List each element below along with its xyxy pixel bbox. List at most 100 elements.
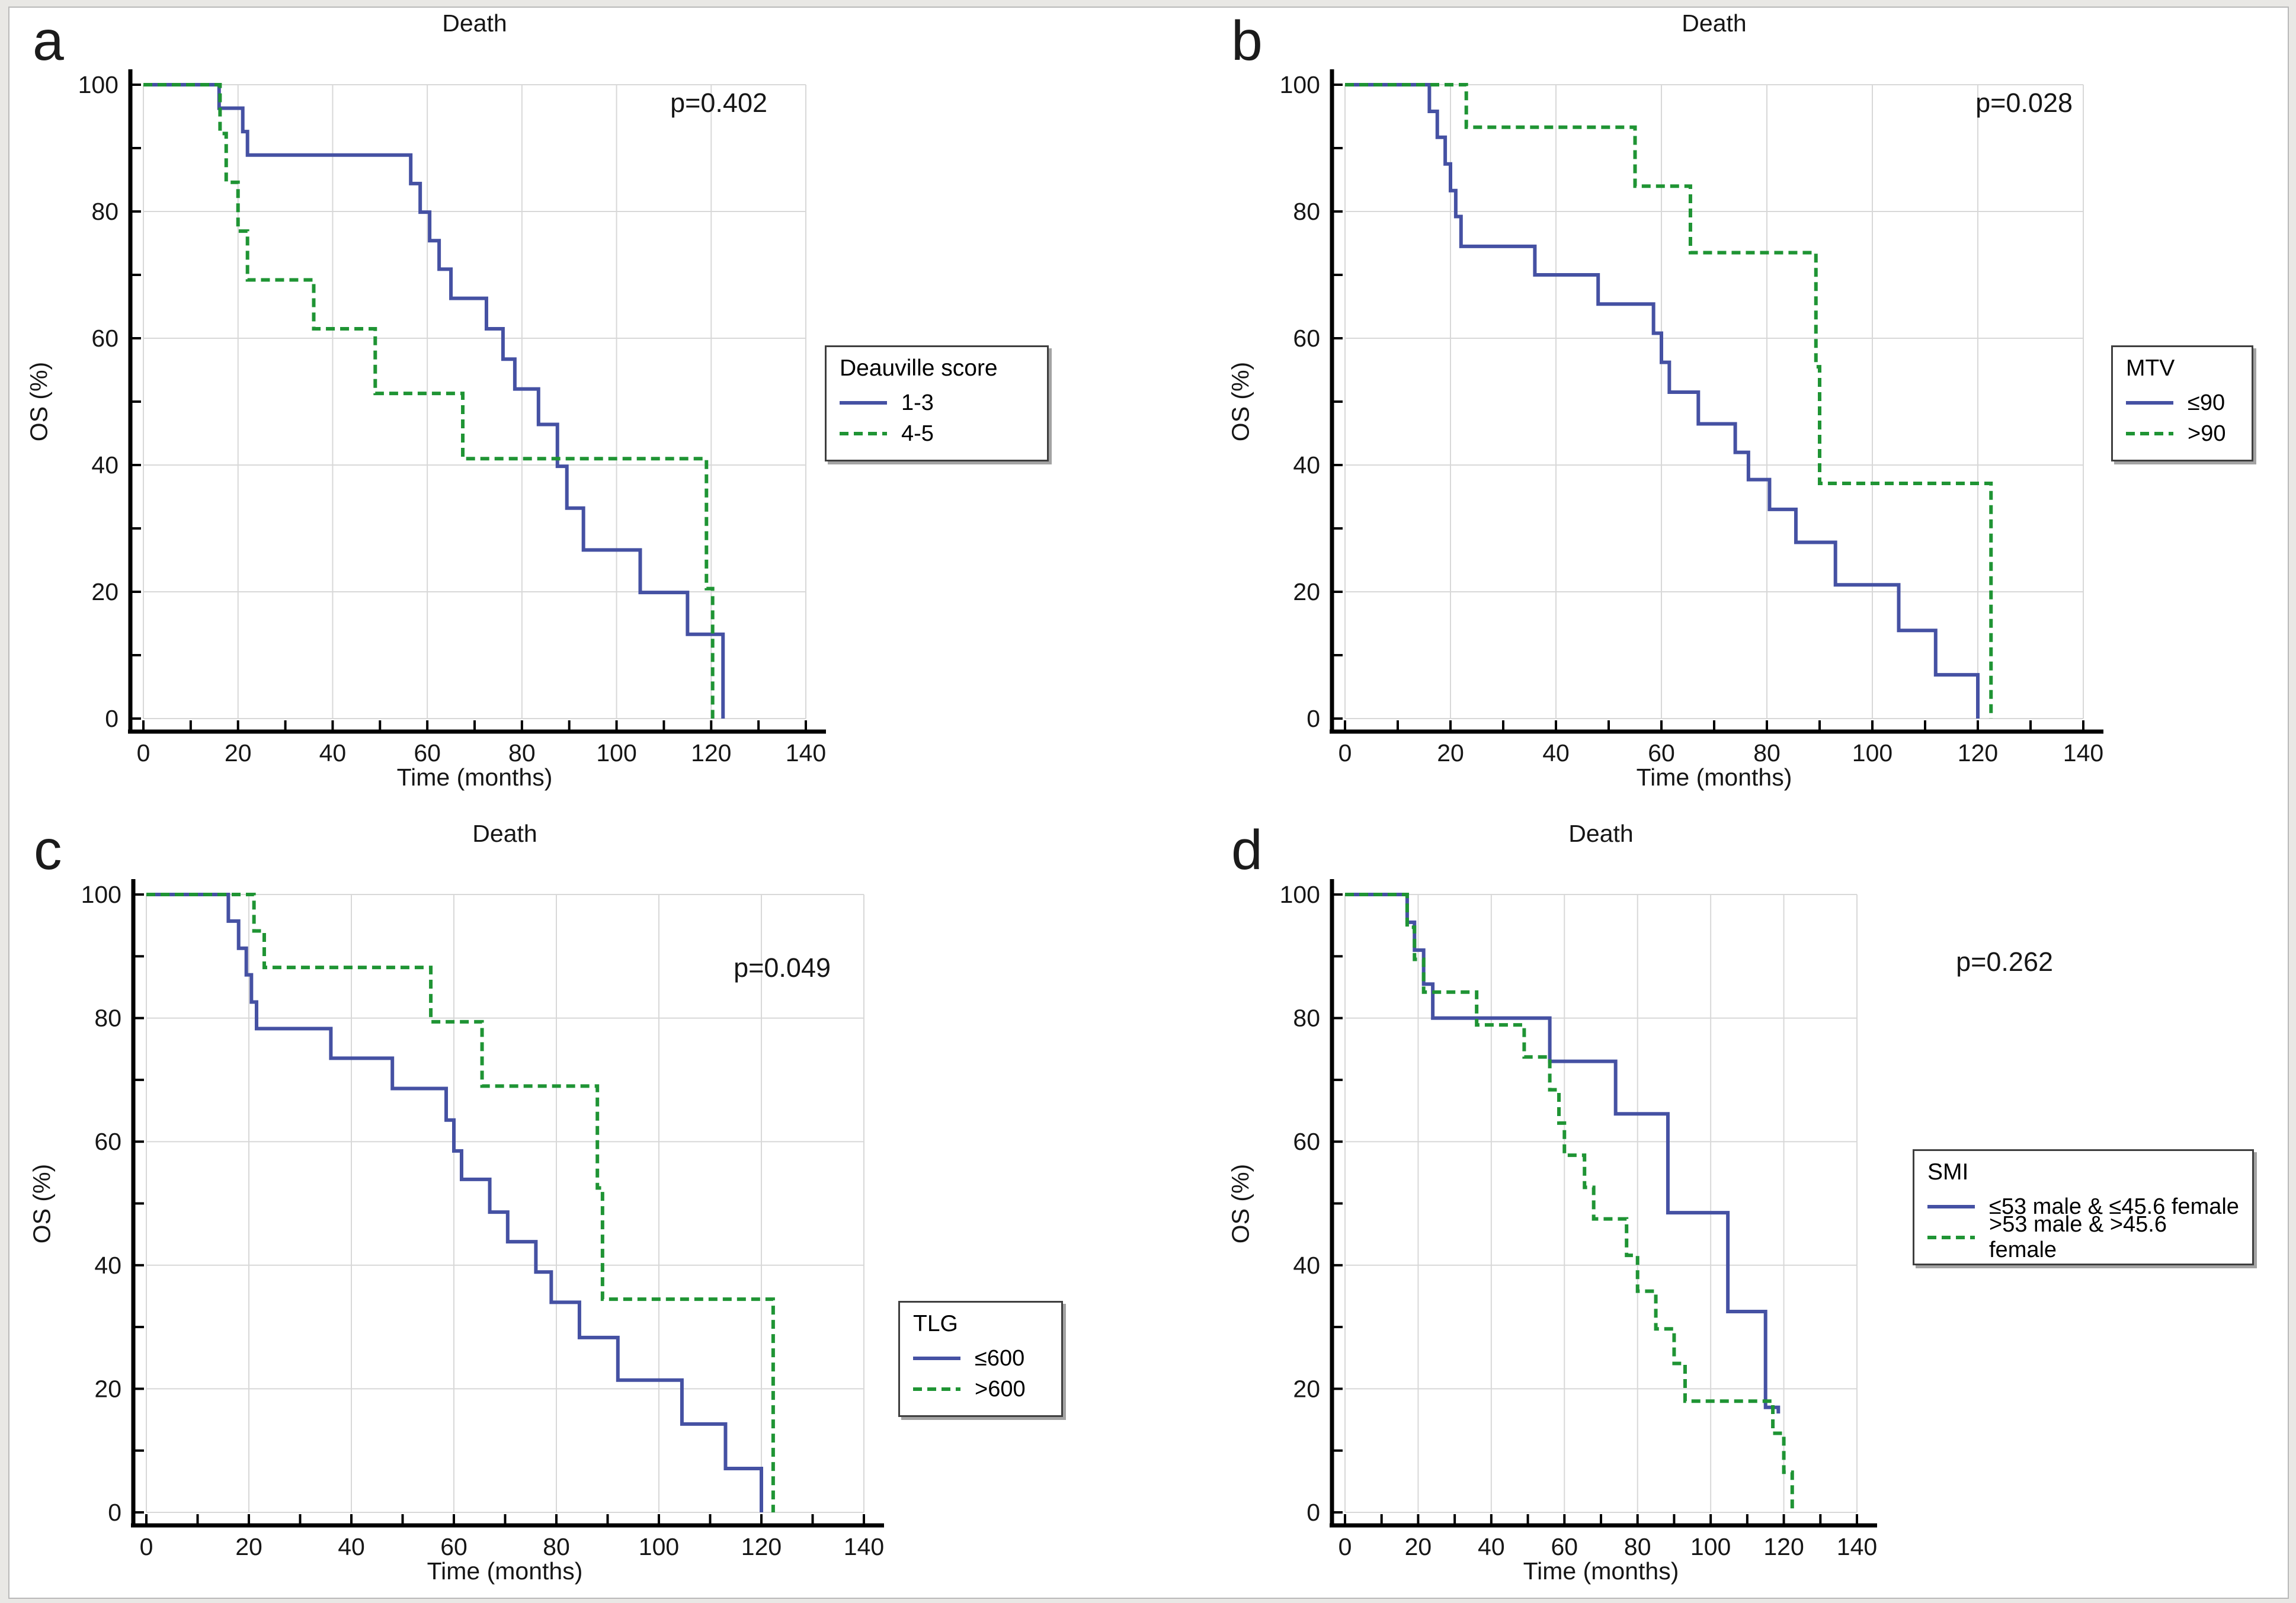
y-tick-label: 20 xyxy=(1293,578,1320,605)
panel-a-x-axis-label: Time (months) xyxy=(396,764,553,791)
x-tick-label: 60 xyxy=(1551,1533,1578,1560)
legend-title: SMI xyxy=(1927,1159,1969,1185)
dashed-line-sample-icon xyxy=(840,432,887,435)
x-tick-label: 80 xyxy=(1624,1533,1651,1560)
x-tick-label: 140 xyxy=(1837,1533,1877,1560)
x-tick-label: 120 xyxy=(1958,739,1998,767)
panel-a-legend: Deauville score 1-3 4-5 xyxy=(825,345,1049,461)
legend-item: ≤90 xyxy=(2126,387,2239,418)
y-tick-label: 80 xyxy=(1293,1005,1320,1032)
panel-b-legend: MTV ≤90 >90 xyxy=(2111,345,2253,461)
panel-c-title: Death xyxy=(472,820,537,847)
y-tick-label: 60 xyxy=(91,325,119,352)
legend-item: >53 male & >45.6 female xyxy=(1927,1212,2239,1262)
panel-b-plot: 0 20 40 60 80 100 120 140 0 20 40 60 80 100 xyxy=(1280,69,2103,767)
legend-item-label: >90 xyxy=(2188,421,2226,446)
panel-d-p-value: p=0.262 xyxy=(1956,947,2053,977)
legend-item: 4-5 xyxy=(840,418,1034,449)
y-tick-label: 60 xyxy=(1293,325,1320,352)
x-tick-label: 140 xyxy=(844,1533,884,1560)
panel-c-legend: TLG ≤600 >600 xyxy=(898,1301,1063,1417)
figure-canvas xyxy=(8,7,2289,1599)
axes xyxy=(131,879,884,1528)
x-tick-label: 40 xyxy=(338,1533,365,1560)
survival-curves xyxy=(1345,893,1794,1512)
axes xyxy=(1330,69,2103,734)
y-tick-label: 60 xyxy=(1293,1128,1320,1155)
x-tick-label: 100 xyxy=(596,739,636,767)
survival-curves xyxy=(1345,83,1993,719)
legend-item-label: ≤90 xyxy=(2188,390,2225,415)
y-tick-label: 0 xyxy=(108,1499,121,1526)
y-tick-label: 100 xyxy=(1280,881,1320,908)
legend-item-label: ≤53 male & ≤45.6 female xyxy=(1989,1194,2239,1219)
x-tick-label: 140 xyxy=(2063,739,2103,767)
x-tick-label: 40 xyxy=(1542,739,1570,767)
tick-labels: 0 20 40 60 80 100 120 140 0 20 40 60 80 100 xyxy=(78,71,827,767)
x-tick-label: 40 xyxy=(319,739,347,767)
y-tick-label: 80 xyxy=(91,198,119,225)
dashed-line-sample-icon xyxy=(2126,432,2173,435)
panel-b-p-value: p=0.028 xyxy=(1975,88,2073,118)
x-tick-label: 60 xyxy=(440,1533,467,1560)
solid-line-sample-icon xyxy=(840,401,887,405)
legend-item: >90 xyxy=(2126,418,2239,449)
y-tick-label: 100 xyxy=(1280,71,1320,98)
legend-title: TLG xyxy=(913,1311,958,1336)
panel-c-p-value: p=0.049 xyxy=(734,953,831,983)
x-tick-label: 20 xyxy=(1405,1533,1432,1560)
y-tick-label: 20 xyxy=(94,1375,121,1402)
curve-4-5 xyxy=(143,83,715,719)
x-tick-label: 100 xyxy=(639,1533,679,1560)
x-tick-label: 20 xyxy=(225,739,252,767)
panel-d-legend: SMI ≤53 male & ≤45.6 female >53 male & >… xyxy=(1913,1149,2254,1265)
panel-c-x-axis-label: Time (months) xyxy=(427,1557,583,1585)
y-tick-label: 100 xyxy=(81,881,121,908)
panel-c-y-axis-label: OS (%) xyxy=(28,1163,56,1243)
panel-d-title: Death xyxy=(1568,820,1634,847)
solid-line-sample-icon xyxy=(2126,401,2173,405)
y-tick-label: 40 xyxy=(1293,1252,1320,1279)
legend-item: ≤600 xyxy=(913,1343,1048,1374)
dashed-line-sample-icon xyxy=(1927,1236,1975,1239)
gridlines xyxy=(1344,84,2084,719)
panel-b-letter: b xyxy=(1231,9,1263,72)
panel-a-letter: a xyxy=(33,9,64,72)
legend-item-label: 1-3 xyxy=(901,390,934,415)
survival-curves xyxy=(143,83,725,719)
x-tick-label: 60 xyxy=(414,739,441,767)
gridlines xyxy=(1344,894,1858,1513)
legend-item-label: ≤600 xyxy=(975,1345,1025,1371)
curve->90 xyxy=(1345,83,1993,719)
x-tick-label: 80 xyxy=(508,739,536,767)
legend-item-label: >600 xyxy=(975,1376,1026,1402)
y-tick-label: 0 xyxy=(1306,1499,1320,1526)
panel-c-plot: 0 20 40 60 80 100 120 140 0 20 40 60 80 100 xyxy=(81,879,885,1560)
panel-b-x-axis-label: Time (months) xyxy=(1636,764,1792,791)
gridlines xyxy=(146,894,864,1513)
tick-labels: 0 20 40 60 80 100 120 140 0 20 40 60 80 100 xyxy=(81,881,885,1560)
panel-d-y-axis-label: OS (%) xyxy=(1227,1163,1254,1243)
curve-≤600 xyxy=(146,893,763,1512)
x-tick-label: 0 xyxy=(137,739,150,767)
legend-item-label: >53 male & >45.6 female xyxy=(1989,1212,2167,1262)
solid-line-sample-icon xyxy=(1927,1205,1975,1208)
x-tick-label: 120 xyxy=(1763,1533,1804,1560)
x-tick-label: 120 xyxy=(741,1533,782,1560)
x-tick-label: 120 xyxy=(691,739,731,767)
x-tick-label: 140 xyxy=(786,739,826,767)
panel-a-plot: 0 20 40 60 80 100 120 140 0 20 40 60 80 100 xyxy=(78,69,827,767)
x-tick-label: 0 xyxy=(1338,1533,1352,1560)
curve-1-3 xyxy=(143,83,725,719)
solid-line-sample-icon xyxy=(913,1357,960,1360)
legend-title: Deauville score xyxy=(840,355,998,381)
panel-a-p-value: p=0.402 xyxy=(670,88,767,118)
x-tick-label: 100 xyxy=(1690,1533,1731,1560)
x-tick-label: 20 xyxy=(235,1533,262,1560)
panel-d-x-axis-label: Time (months) xyxy=(1523,1557,1679,1585)
panel-d-plot: 0 20 40 60 80 100 120 140 0 20 40 60 80 100 xyxy=(1280,879,1877,1560)
panel-c-letter: c xyxy=(34,819,62,881)
legend-item: 1-3 xyxy=(840,387,1034,418)
